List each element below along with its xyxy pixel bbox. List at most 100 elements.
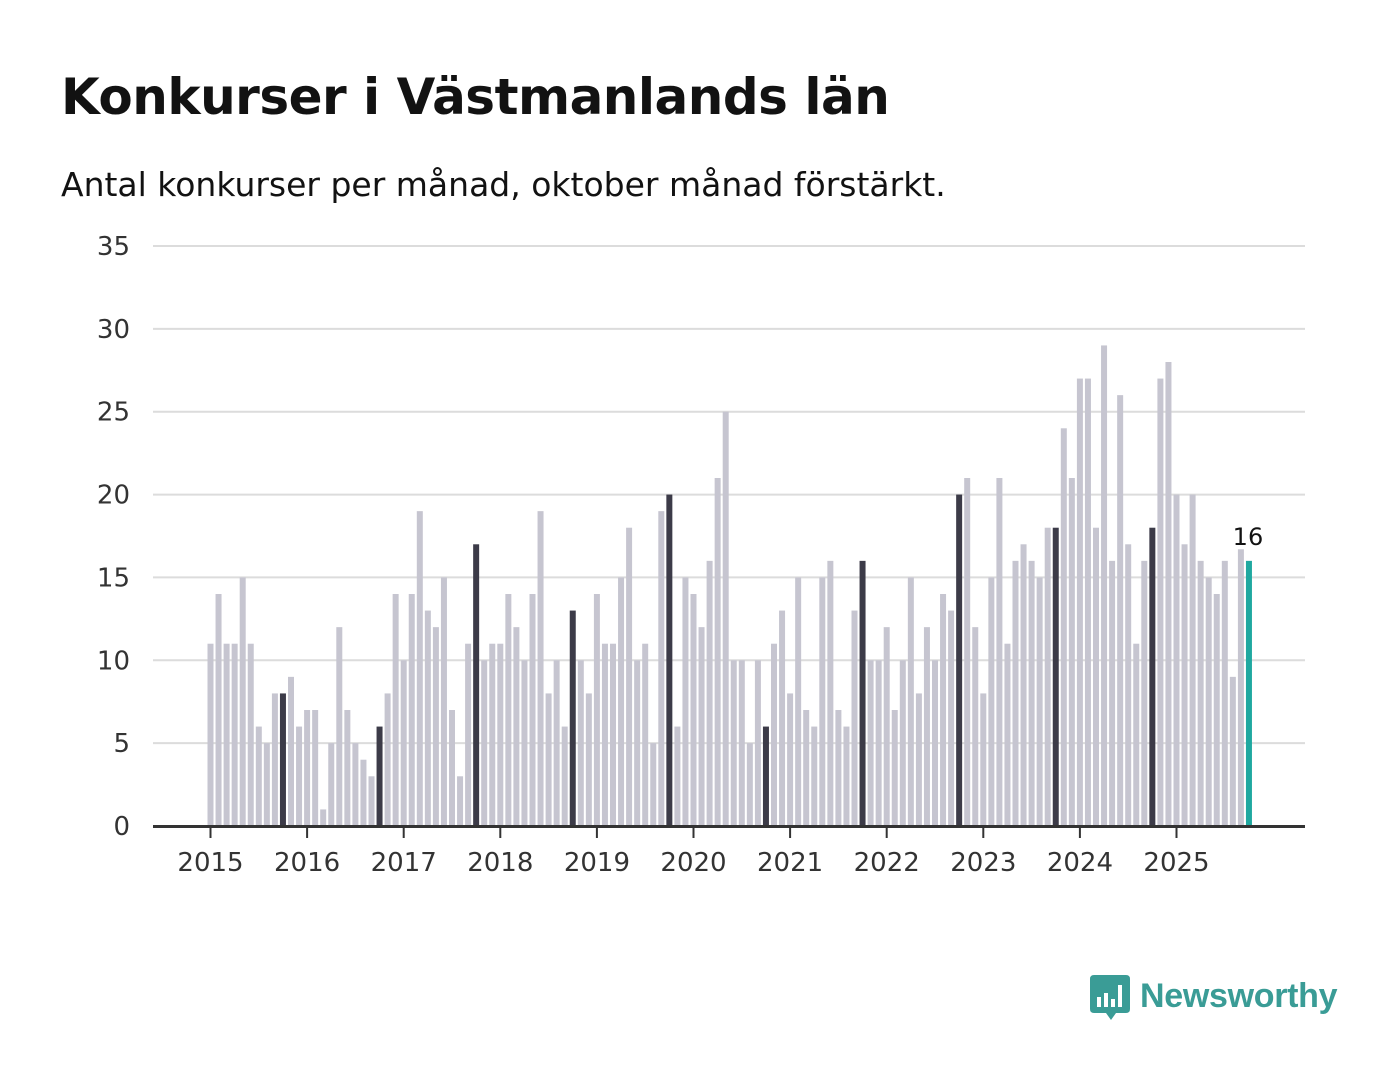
bar [730,660,737,826]
bar [521,660,528,826]
bar [714,478,721,826]
bar [312,710,319,826]
bar [1068,478,1075,826]
bar [1125,544,1132,826]
bar [819,577,826,826]
chart-subtitle: Antal konkurser per månad, oktober månad… [61,165,946,204]
y-tick-label: 30 [97,315,130,345]
bar [1197,560,1204,826]
bar [706,560,713,826]
bar [843,726,850,826]
bar [907,577,914,826]
bar [513,627,520,826]
bar [972,627,979,826]
bar [601,643,608,826]
bar [980,693,987,826]
brand-logo: Newsworthy [1090,968,1350,1024]
bar [610,643,616,826]
bar [585,693,592,826]
bar [465,643,472,826]
bar [875,660,882,826]
bar-october [473,544,480,826]
bar-october [569,610,576,826]
bar [827,560,834,826]
bar [400,660,407,826]
bar [1205,577,1212,826]
bar [368,776,375,826]
bar [1213,594,1220,826]
y-tick-label: 20 [97,481,130,511]
y-tick-label: 35 [97,232,130,262]
bar [899,660,906,826]
bar [577,660,584,826]
bar [771,643,777,826]
y-tick-label: 15 [97,563,130,593]
bar [915,693,922,826]
x-tick-label: 2015 [177,848,243,878]
y-tick-label: 5 [113,729,130,759]
y-tick-label: 25 [97,398,130,428]
bar [416,511,423,826]
bar [948,610,955,826]
bar [288,676,294,826]
x-tick-label: 2023 [950,848,1016,878]
bar [449,710,455,826]
bar [255,726,262,826]
bar [1060,428,1067,826]
bar [1093,527,1099,826]
bar [779,610,786,826]
bar [489,643,496,826]
bar-october [956,494,963,826]
bar [746,743,753,826]
bar [1173,494,1180,826]
x-tick-label: 2022 [854,848,920,878]
bar [1117,395,1124,826]
bar [787,693,794,826]
bar [988,577,995,826]
x-tick-label: 2025 [1143,848,1209,878]
bar [634,660,641,826]
x-tick-label: 2024 [1047,848,1113,878]
bar-chart-speech-bubble-icon [1090,975,1130,1020]
bar-latest [1245,560,1252,826]
bar [352,743,359,826]
bar [296,726,303,826]
x-tick-label: 2021 [757,848,823,878]
bar [457,776,464,826]
bar [1101,345,1108,826]
x-tick-label: 2017 [371,848,437,878]
bar [481,660,488,826]
bar [1189,494,1196,826]
bar [223,643,230,826]
bar [811,726,818,826]
bar [497,643,504,826]
bar [722,411,729,826]
bar [1020,544,1027,826]
bar [553,660,560,826]
bar [1229,676,1236,826]
bar-october [1149,527,1156,826]
brand-name: Newsworthy [1140,976,1338,1015]
bar [239,577,246,826]
bar [626,527,633,826]
bar [529,594,536,826]
bar [803,710,810,826]
bar [384,693,391,826]
bar-october [279,693,286,826]
y-tick-label: 0 [113,812,130,842]
bar [545,693,552,826]
bar [1165,362,1172,826]
bar [440,577,447,826]
bar [754,660,761,826]
bar [320,809,327,826]
latest-value-label: 16 [1233,523,1264,551]
bar [883,627,890,826]
bar [1221,560,1228,826]
bar [996,478,1003,826]
bar-october [376,726,383,826]
bar [650,743,657,826]
bar [561,726,568,826]
x-tick-label: 2019 [564,848,630,878]
bar [867,660,874,826]
